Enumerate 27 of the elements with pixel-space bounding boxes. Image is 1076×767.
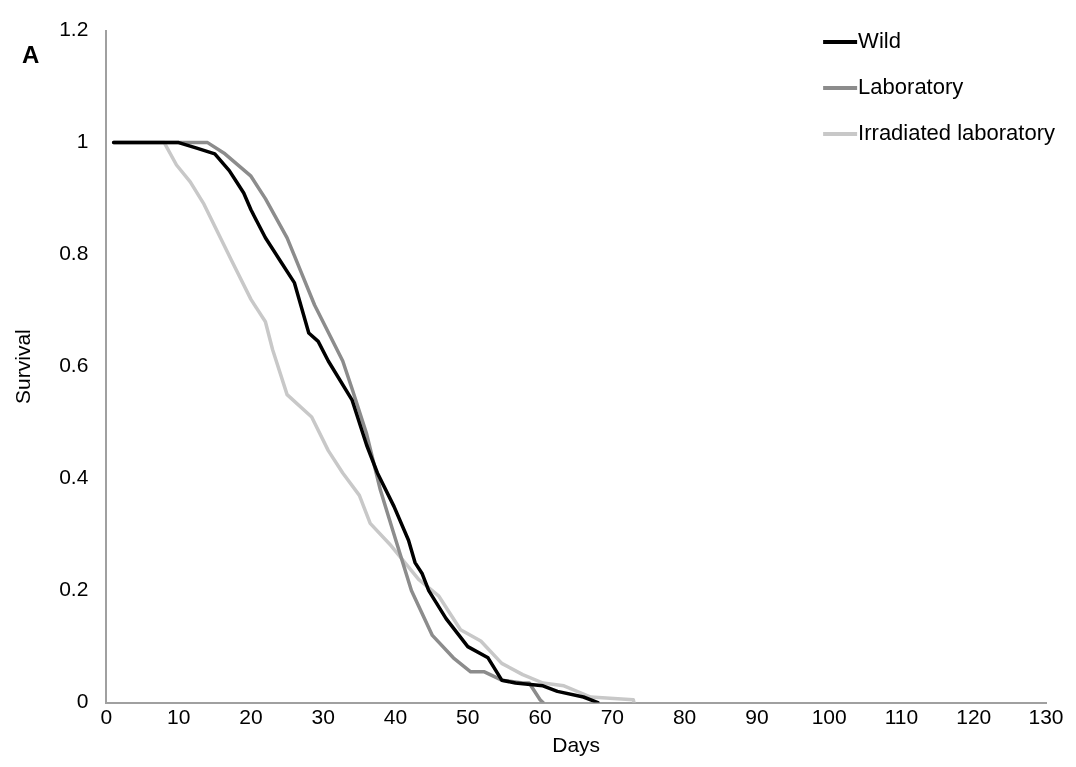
x-tick-label: 60 — [528, 705, 552, 728]
x-tick-label: 50 — [456, 705, 480, 728]
x-tick-label: 40 — [383, 705, 408, 728]
legend-label: Laboratory — [858, 74, 964, 100]
x-tick-label: 130 — [1028, 705, 1064, 728]
y-tick-label: 0.2 — [59, 577, 89, 601]
text: A — [22, 40, 40, 68]
y-tick-label: 0.4 — [59, 465, 89, 489]
y-tick-label: 1 — [76, 129, 89, 153]
x-tick-label: 20 — [239, 705, 263, 728]
y-axis-title: Survival — [11, 329, 35, 404]
legend-label: Wild — [858, 28, 901, 54]
x-axis-title: Days — [552, 733, 601, 757]
y-tick-label: 0.6 — [59, 353, 89, 377]
x-tick-label: 0 — [100, 705, 113, 728]
x-tick-label: 100 — [811, 705, 847, 728]
x-tick-label: 70 — [600, 705, 625, 728]
x-tick-label: 30 — [311, 705, 335, 728]
y-tick-label: 0 — [76, 689, 89, 713]
y-tick-label: 1.2 — [59, 17, 89, 41]
x-tick-label: 90 — [745, 705, 769, 728]
x-tick-label: 120 — [956, 705, 992, 728]
y-tick-label: 0.8 — [59, 241, 89, 265]
legend-label: Irradiated laboratory — [858, 120, 1056, 146]
x-tick-label: 10 — [166, 705, 191, 728]
x-tick-label: 80 — [672, 705, 697, 728]
x-tick-label: 110 — [884, 705, 919, 728]
